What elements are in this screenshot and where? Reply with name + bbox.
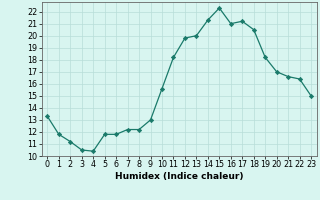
X-axis label: Humidex (Indice chaleur): Humidex (Indice chaleur) <box>115 172 244 181</box>
